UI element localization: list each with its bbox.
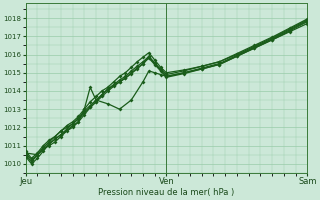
X-axis label: Pression niveau de la mer( hPa ): Pression niveau de la mer( hPa ) (98, 188, 235, 197)
